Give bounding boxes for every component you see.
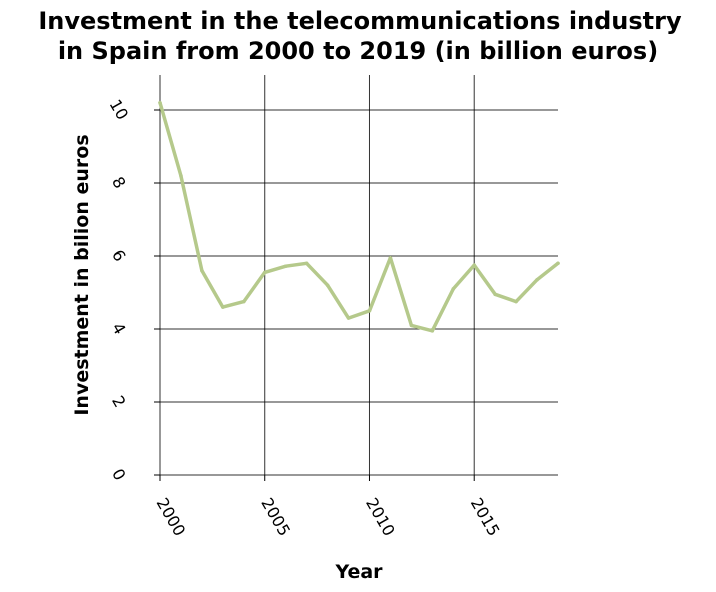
- y-tick-label: 4: [108, 319, 130, 337]
- data-point: [535, 277, 539, 282]
- y-tick-label: 10: [106, 96, 133, 123]
- x-tick-label: 2010: [362, 495, 399, 540]
- data-point: [200, 268, 204, 273]
- series-line: [158, 100, 560, 333]
- data-point: [556, 261, 560, 266]
- data-point: [221, 305, 225, 309]
- data-point: [451, 287, 456, 291]
- data-point: [409, 323, 414, 328]
- data-point: [283, 264, 288, 268]
- chart-title-line-2: in Spain from 2000 to 2019 (in billion e…: [58, 37, 658, 65]
- data-point: [304, 261, 309, 266]
- grid-lines: [159, 75, 558, 476]
- y-tick-label: 2: [108, 392, 130, 410]
- data-point: [388, 256, 393, 260]
- data-point: [472, 263, 476, 267]
- y-tick-label: 0: [108, 465, 130, 483]
- data-point: [493, 292, 497, 297]
- data-point: [242, 299, 246, 304]
- y-tick-label: 8: [108, 173, 130, 191]
- data-point: [346, 316, 351, 320]
- x-tick-label: 2005: [257, 495, 294, 540]
- series-layer: [158, 100, 560, 333]
- x-tick-label: 2015: [467, 495, 504, 540]
- plot-area: [160, 75, 558, 475]
- data-point: [514, 299, 518, 304]
- y-tick-label: 6: [108, 246, 130, 264]
- chart-title-line-1: Investment in the telecommunications ind…: [38, 7, 682, 35]
- data-point: [262, 270, 267, 275]
- data-point: [158, 100, 162, 105]
- x-tick-label: 2000: [153, 495, 190, 540]
- x-axis-label: Year: [334, 561, 383, 583]
- data-point: [367, 309, 372, 313]
- data-point: [325, 283, 330, 287]
- data-point: [179, 173, 183, 178]
- y-axis-label: Investment in bilion euros: [71, 134, 93, 415]
- data-point: [430, 329, 435, 333]
